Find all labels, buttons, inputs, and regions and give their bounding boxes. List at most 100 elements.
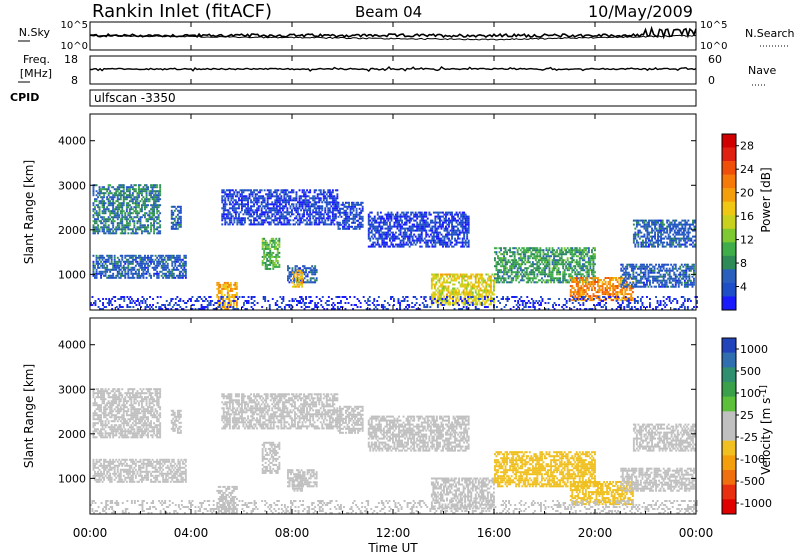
data-cell [100,274,103,277]
data-cell [572,253,575,256]
data-cell [224,213,227,216]
data-cell [569,251,572,254]
data-cell [336,205,339,208]
data-cell [417,211,420,214]
data-cell [592,257,595,260]
data-cell [116,204,119,207]
data-cell [295,285,297,288]
data-cell [379,227,382,230]
data-cell [648,243,650,246]
data-cell [306,223,309,226]
data-cell [100,270,103,273]
data-cell [382,233,385,236]
data-cell [119,206,122,209]
data-cell [153,206,156,209]
data-cell [440,273,442,276]
data-cell [346,207,349,210]
data-cell [121,254,124,257]
data-cell [316,211,319,214]
data-cell [247,189,250,192]
data-cell [217,285,220,288]
data-cell [112,262,115,265]
data-cell [131,208,134,211]
data-cell [304,199,307,202]
data-cell [232,302,235,304]
data-cell [92,188,95,191]
data-cell [565,267,568,270]
data-cell [148,274,151,277]
scatter-region [337,201,364,230]
data-cell [645,225,647,228]
data-cell [271,207,274,210]
data-cell [506,273,509,276]
data-cell [261,245,264,248]
data-cell [138,262,140,265]
data-cell [151,218,154,221]
data-cell [127,264,130,267]
data-cell [592,281,595,283]
data-cell [225,285,228,288]
data-cell [228,223,231,226]
data-cell [309,267,312,270]
data-cell [315,271,318,274]
data-cell [443,239,446,242]
data-cell [144,190,146,193]
data-cell [253,197,256,200]
data-cell [330,191,333,194]
data-cell [263,251,266,254]
data-cell [466,221,469,224]
data-cell [360,215,363,218]
data-cell [178,225,181,228]
data-cell [500,247,503,250]
data-cell [463,215,466,218]
data-cell [355,215,358,218]
data-cell [171,260,174,263]
data-cell [113,260,116,263]
data-cell [498,281,501,284]
noise-right-tick-bottom: 10^0 [700,41,727,52]
data-cell [184,268,187,271]
data-cell [328,197,331,200]
data-cell [113,258,116,261]
data-cell [495,265,498,268]
data-cell [345,209,347,212]
data-cell [557,273,560,276]
data-cell [440,215,443,218]
data-cell [452,217,455,220]
data-cell [490,279,492,282]
data-cell [464,241,467,244]
data-cell [322,197,325,200]
data-cell [574,295,577,298]
data-cell [586,281,589,283]
data-cell [425,219,428,222]
data-cell [591,297,593,300]
data-cell [462,275,465,278]
data-cell [298,283,301,286]
data-cell [236,219,239,222]
data-cell [392,239,394,242]
data-cell [270,239,273,242]
data-cell [370,225,373,228]
data-cell [463,231,466,234]
data-cell [267,263,270,266]
data-cell [420,233,423,236]
data-cell [536,249,539,252]
data-cell [223,285,226,288]
data-cell [632,237,635,240]
data-cell [568,251,571,254]
data-cell [130,216,133,219]
data-cell [392,245,394,248]
frequency-panel: Freq. [MHz] 18 8 60 0 Nave [18,53,776,87]
data-cell [316,223,319,226]
data-cell [266,205,269,208]
data-cell [156,256,159,259]
data-cell [266,251,269,254]
data-cell [106,190,109,193]
data-cell [352,221,355,224]
data-cell [312,281,315,284]
data-cell [376,237,379,240]
data-cell [116,210,119,213]
data-cell [565,273,568,276]
data-cell [239,211,242,214]
data-cell [444,273,447,276]
